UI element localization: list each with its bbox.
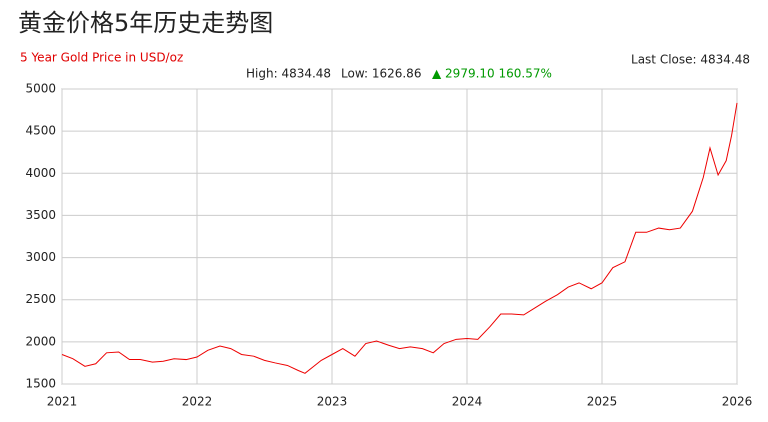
y-tick-label: 1500 xyxy=(25,377,56,391)
x-tick-label: 2026 xyxy=(722,395,753,409)
y-tick-label: 3500 xyxy=(25,208,56,222)
y-tick-label: 5000 xyxy=(25,82,56,96)
chart-title: 黄金价格5年历史走势图 xyxy=(18,9,273,37)
x-tick-label: 2022 xyxy=(182,395,213,409)
x-tick-label: 2025 xyxy=(587,395,618,409)
y-tick-label: 2000 xyxy=(25,334,56,348)
plot-frame xyxy=(61,88,738,385)
stat-change: ▲ 2979.10 160.57% xyxy=(432,67,552,81)
stat-low: Low: 1626.86 xyxy=(341,67,421,81)
last-close: Last Close: 4834.48 xyxy=(631,53,750,67)
x-tick-label: 2021 xyxy=(47,395,78,409)
price-line xyxy=(61,102,738,374)
y-tick-label: 2500 xyxy=(25,292,56,306)
x-tick-label: 2024 xyxy=(452,395,483,409)
y-tick-label: 4000 xyxy=(25,166,56,180)
y-tick-label: 3000 xyxy=(25,250,56,264)
chart-subtitle: 5 Year Gold Price in USD/oz xyxy=(20,51,183,65)
y-tick-label: 4500 xyxy=(25,124,56,138)
x-tick-label: 2023 xyxy=(317,395,348,409)
stat-high: High: 4834.48 xyxy=(246,67,331,81)
